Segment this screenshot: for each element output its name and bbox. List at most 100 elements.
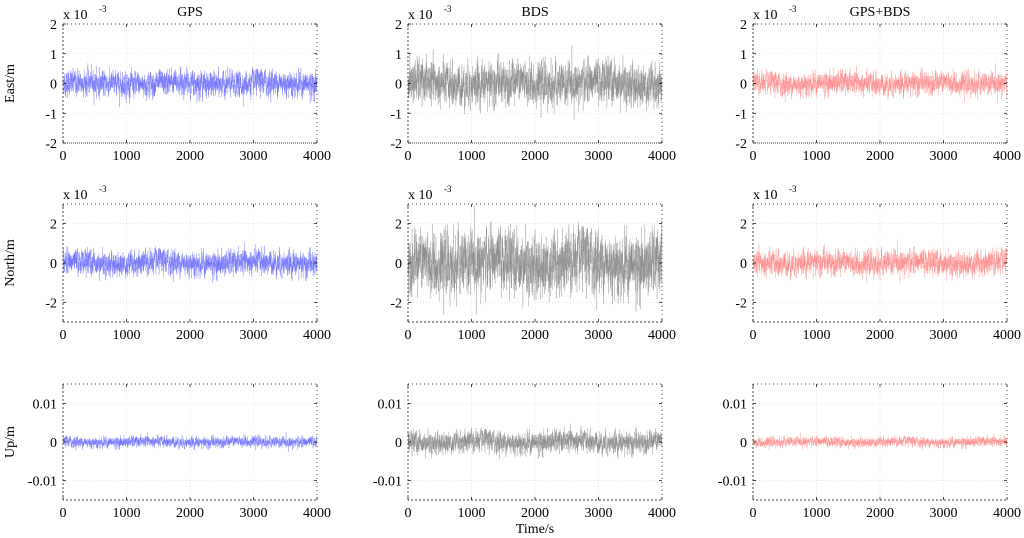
exponent-label: x 10 — [63, 8, 88, 23]
x-tick-label: 1000 — [458, 506, 486, 521]
y-tick-label: -1 — [45, 107, 57, 122]
x-tick-label: 2000 — [176, 328, 204, 343]
y-tick-label: 0 — [395, 436, 402, 451]
y-tick-label: -0.01 — [718, 475, 747, 490]
y-axis-label: North/m — [3, 239, 18, 287]
y-tick-label: -2 — [735, 296, 747, 311]
exponent-value: -3 — [444, 184, 452, 194]
axes-frame — [407, 203, 663, 323]
subplot-title: GPS+BDS — [850, 5, 911, 20]
y-tick-label: 0.01 — [723, 397, 748, 412]
x-tick-label: 1000 — [458, 328, 486, 343]
x-tick-label: 4000 — [303, 149, 331, 164]
y-tick-label: 1 — [50, 48, 57, 63]
x-tick-label: 1000 — [458, 149, 486, 164]
exponent-label: x 10 — [753, 188, 778, 203]
x-tick-label: 3000 — [240, 506, 268, 521]
y-tick-label: -0.01 — [373, 475, 402, 490]
x-tick-label: 3000 — [930, 149, 958, 164]
x-tick-label: 1000 — [803, 328, 831, 343]
exponent-value: -3 — [789, 184, 797, 194]
y-tick-label: -2 — [735, 137, 747, 152]
x-tick-label: 2000 — [176, 149, 204, 164]
x-tick-label: 3000 — [930, 328, 958, 343]
y-tick-label: 2 — [740, 18, 747, 33]
y-tick-label: -2 — [390, 137, 402, 152]
y-tick-label: 0 — [740, 257, 747, 272]
x-tick-label: 2000 — [866, 506, 894, 521]
series-line-1 — [407, 423, 663, 460]
subplot-1-0: 0 1000 2000 3000 4000 -2 0 2 x 10 -3 — [45, 184, 331, 343]
y-tick-label: 1 — [740, 48, 747, 63]
exponent-label: x 10 — [753, 8, 778, 23]
axes-frame — [62, 23, 318, 144]
y-tick-label: 0 — [50, 257, 57, 272]
y-tick-label: 0 — [50, 78, 57, 93]
subplot-title: BDS — [521, 5, 548, 20]
subplot-0-2: 0 1000 2000 3000 4000 -2 -1 0 1 2 x 10 -3 GPS+BDS — [735, 4, 1021, 164]
x-tick-label: 3000 — [585, 328, 613, 343]
series-line-0 — [62, 63, 318, 107]
y-tick-label: 0.01 — [378, 397, 403, 412]
x-tick-label: 0 — [405, 149, 412, 164]
y-axis-label: Up/m — [3, 426, 18, 458]
series-line-1 — [407, 206, 663, 315]
x-tick-label: 2000 — [866, 149, 894, 164]
x-tick-label: 3000 — [240, 328, 268, 343]
x-tick-label: 1000 — [113, 328, 141, 343]
exponent-value: -3 — [444, 4, 452, 14]
subplot-1-2: 0 1000 2000 3000 4000 -2 0 2 x 10 -3 — [735, 184, 1021, 343]
x-tick-label: 4000 — [993, 149, 1021, 164]
y-tick-label: -1 — [735, 107, 747, 122]
x-tick-label: 0 — [405, 328, 412, 343]
subplot-0-0: 0 1000 2000 3000 4000 -2 -1 0 1 2 x 10 -3 GPS — [45, 4, 331, 164]
axes-frame — [752, 203, 1008, 323]
x-tick-label: 0 — [750, 506, 757, 521]
x-tick-label: 4000 — [648, 506, 676, 521]
subplot-title: GPS — [177, 5, 203, 20]
x-tick-label: 1000 — [803, 149, 831, 164]
series-line-2 — [752, 239, 1008, 284]
subplot-0-1: 0 1000 2000 3000 4000 -2 -1 0 1 2 x 10 -3 BDS — [390, 4, 676, 164]
y-tick-label: 0 — [50, 436, 57, 451]
x-tick-label: 1000 — [113, 149, 141, 164]
axes-frame — [62, 383, 318, 501]
exponent-value: -3 — [99, 4, 107, 14]
series-line-0 — [62, 242, 318, 283]
y-tick-label: -0.01 — [28, 475, 57, 490]
x-tick-label: 0 — [750, 149, 757, 164]
x-tick-label: 4000 — [648, 149, 676, 164]
y-tick-label: 2 — [50, 18, 57, 33]
y-tick-label: 2 — [395, 218, 402, 233]
exponent-value: -3 — [99, 184, 107, 194]
y-tick-label: -2 — [390, 296, 402, 311]
exponent-label: x 10 — [63, 188, 88, 203]
x-axis-label: Time/s — [516, 522, 554, 537]
x-tick-label: 0 — [405, 506, 412, 521]
y-tick-label: -2 — [45, 296, 57, 311]
axes-frame — [752, 23, 1008, 144]
subplot-2-1: 0 1000 2000 3000 4000 -0.01 0 0.01 — [373, 383, 676, 521]
x-tick-label: 4000 — [303, 328, 331, 343]
y-tick-label: 0 — [395, 257, 402, 272]
y-tick-label: -1 — [390, 107, 402, 122]
x-tick-label: 0 — [60, 149, 67, 164]
x-tick-label: 4000 — [303, 506, 331, 521]
y-tick-label: 1 — [395, 48, 402, 63]
x-tick-label: 1000 — [803, 506, 831, 521]
y-tick-label: 0.01 — [33, 397, 58, 412]
x-tick-label: 4000 — [993, 506, 1021, 521]
y-tick-label: 2 — [740, 218, 747, 233]
y-tick-label: 2 — [50, 218, 57, 233]
subplot-2-0: 0 1000 2000 3000 4000 -0.01 0 0.01 — [28, 383, 331, 521]
x-tick-label: 4000 — [993, 328, 1021, 343]
series-line-2 — [752, 432, 1008, 451]
x-tick-label: 4000 — [648, 328, 676, 343]
subplot-1-1: 0 1000 2000 3000 4000 -2 0 2 x 10 -3 — [390, 184, 676, 343]
axes-frame — [407, 23, 663, 144]
x-tick-label: 3000 — [585, 149, 613, 164]
x-tick-label: 2000 — [866, 328, 894, 343]
x-tick-label: 0 — [750, 328, 757, 343]
x-tick-label: 2000 — [521, 149, 549, 164]
